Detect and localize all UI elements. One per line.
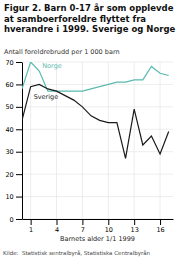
grid-line xyxy=(30,62,31,219)
tick-label: 4 xyxy=(55,226,59,234)
tick-mark xyxy=(16,107,22,108)
tick: 70 xyxy=(5,59,22,67)
tick: 16 xyxy=(156,219,164,234)
tick-mark xyxy=(160,219,161,225)
grid-line xyxy=(22,106,173,107)
tick-mark xyxy=(134,219,135,225)
tick-mark xyxy=(16,174,22,175)
plot: 1 4 7 10 13 16 0 10 20 30 40 50 60 70 Norge Sverige xyxy=(5,59,173,234)
grid-line xyxy=(22,196,173,197)
grid-line xyxy=(108,62,109,219)
grid-line xyxy=(134,62,135,219)
tick-label: 0 xyxy=(10,216,14,224)
grid xyxy=(22,62,173,219)
grid-line xyxy=(22,174,173,175)
tick: 20 xyxy=(5,171,22,179)
tick: 30 xyxy=(5,148,22,156)
title: Figur 2. Barn 0-17 år som opplevdeat sam… xyxy=(4,3,176,34)
axis-line xyxy=(23,219,174,220)
grid-line xyxy=(56,62,57,219)
lines xyxy=(22,62,169,158)
tick: 13 xyxy=(131,219,139,234)
x-axis: 1 4 7 10 13 16 xyxy=(23,219,174,234)
tick-mark xyxy=(16,62,22,63)
tick-mark xyxy=(31,219,32,225)
grid-line xyxy=(82,62,83,219)
tick: 60 xyxy=(5,81,22,89)
tick-mark xyxy=(16,219,22,220)
chart: Figur 2. Barn 0-17 år som opplevdeat sam… xyxy=(0,0,181,259)
tick-label: 13 xyxy=(131,226,139,234)
tick-mark xyxy=(16,84,22,85)
tick-label: 16 xyxy=(156,226,164,234)
tick-label: 1 xyxy=(29,226,33,234)
tick-mark xyxy=(82,219,83,225)
tick: 4 xyxy=(55,219,59,234)
tick-label: 20 xyxy=(5,171,13,179)
grid-line xyxy=(22,219,173,220)
grid-line xyxy=(22,129,173,130)
tick-label: 10 xyxy=(5,193,13,201)
series-label: Norge xyxy=(42,62,62,70)
tick: 10 xyxy=(5,193,22,201)
tick-label: 10 xyxy=(105,226,113,234)
tick: 1 xyxy=(29,219,33,234)
tick: 10 xyxy=(105,219,113,234)
grid-line xyxy=(22,151,173,152)
series-labels: Norge Sverige xyxy=(34,62,62,101)
y-axis: 0 10 20 30 40 50 60 70 xyxy=(5,59,22,224)
tick: 40 xyxy=(5,126,22,134)
tick-mark xyxy=(16,197,22,198)
tick: 7 xyxy=(81,219,85,234)
tick-mark xyxy=(57,219,58,225)
grid-line xyxy=(160,62,161,219)
tick-label: 40 xyxy=(5,126,13,134)
tick-label: 30 xyxy=(5,148,13,156)
subtitle: Antall foreldrebrudd per 1 000 barn xyxy=(4,48,120,56)
tick: 0 xyxy=(10,216,22,224)
tick-mark xyxy=(108,219,109,225)
source: Kilde: Statistisk sentralbyrå, Statistis… xyxy=(3,250,151,257)
tick-mark xyxy=(16,129,22,130)
tick-label: 7 xyxy=(81,226,85,234)
line xyxy=(22,84,169,158)
x-axis-label: Barnets alder 1/1 1999 xyxy=(60,235,135,243)
series-label: Sverige xyxy=(34,93,59,101)
tick-label: 60 xyxy=(5,81,13,89)
tick-label: 50 xyxy=(5,103,13,111)
tick: 50 xyxy=(5,103,22,111)
tick-label: 70 xyxy=(5,59,13,67)
tick-mark xyxy=(16,152,22,153)
